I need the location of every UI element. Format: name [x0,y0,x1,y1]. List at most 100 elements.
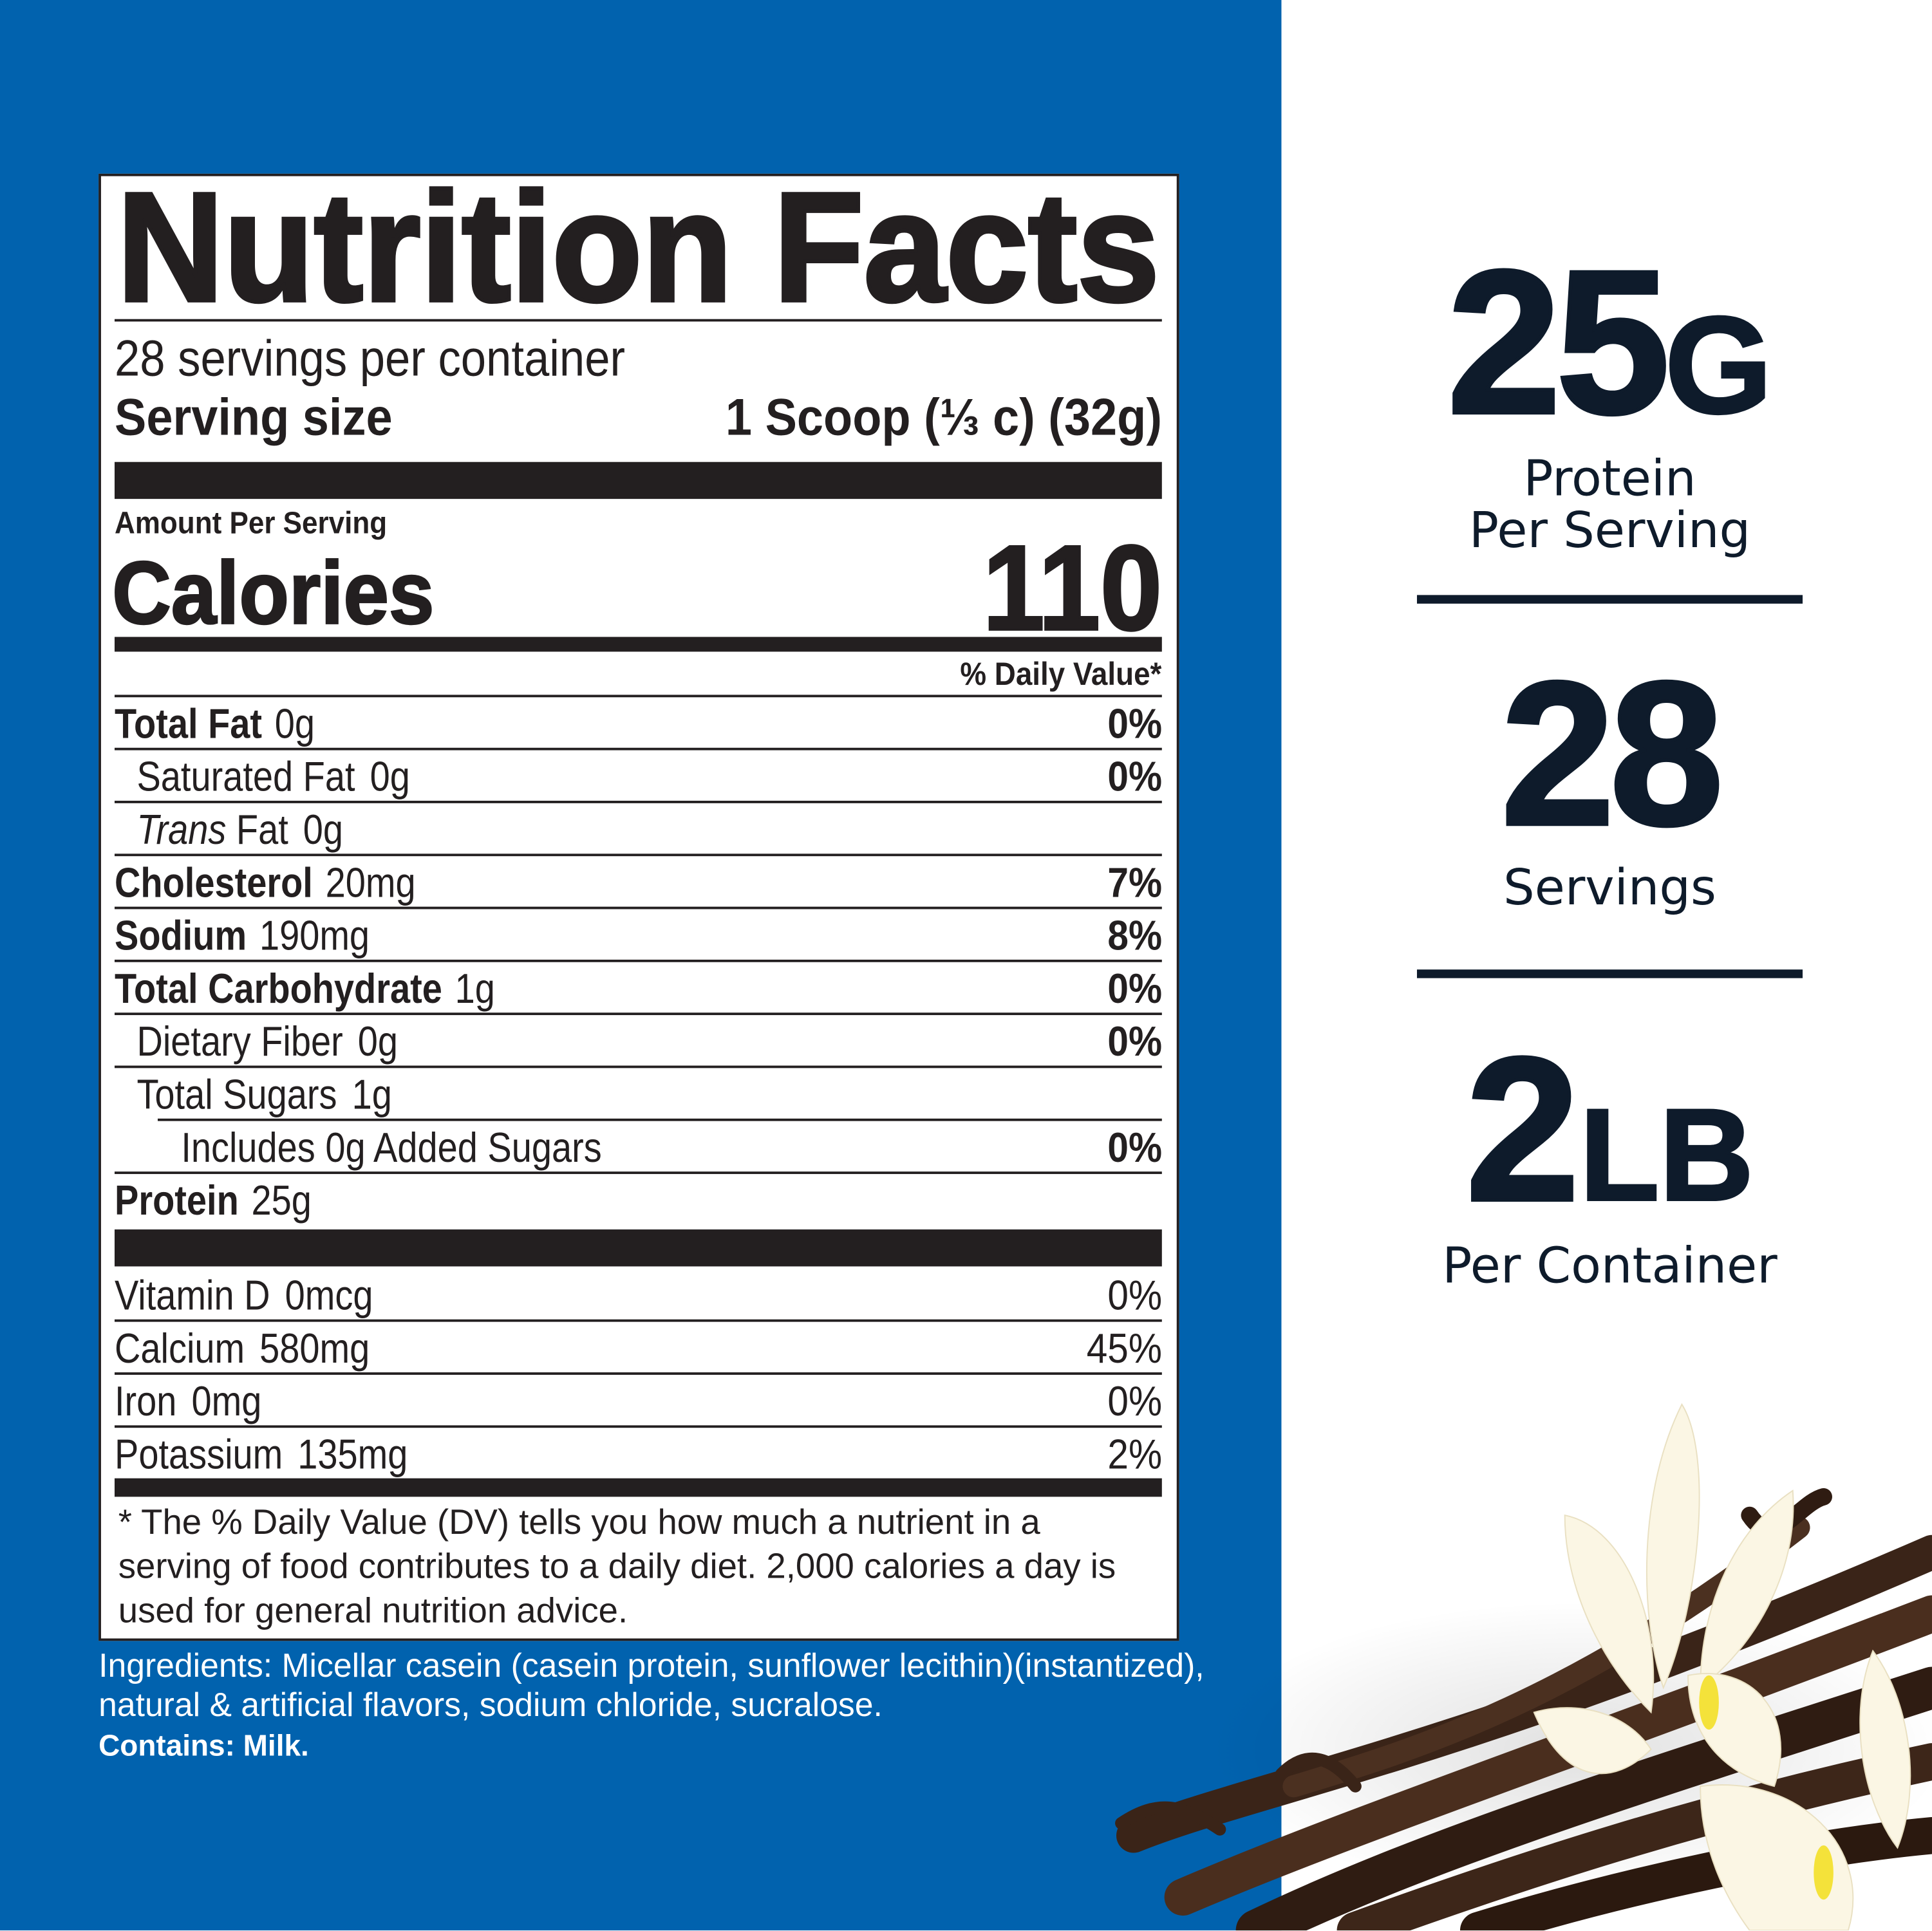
daily-value-header: % Daily Value* [960,655,1162,693]
vitamin-amount: 580mg [259,1325,370,1373]
vitamin-amount: 0mg [191,1378,262,1426]
nutrient-row: Saturated Fat 0g 0% [115,751,1162,803]
vitamin-amount: 135mg [297,1431,408,1479]
divider [114,854,1162,856]
nutrient-row: Total Fat 0g 0% [115,697,1162,750]
nutrient-label: Saturated Fat 0g [136,754,409,802]
nutrient-amount: 0g [370,754,410,801]
divider [1416,595,1803,604]
nutrient-label: Sodium 190mg [115,913,370,961]
vitamin-daily-value: 2% [1107,1431,1162,1479]
highlight-number: 28 [1499,640,1725,869]
nutrient-name: Total Sugars [136,1072,337,1119]
nutrient-row: Total Carbohydrate 1g 0% [115,962,1162,1015]
thick-divider [114,462,1162,499]
vanilla-beans-and-orchid-photo-icon [1115,1403,1932,1931]
serving-size-value: 1 Scoop (⅓ c) (32g) [725,387,1162,446]
divider [114,906,1162,909]
ingredients-line: natural & artificial flavors, sodium chl… [98,1686,883,1724]
protein-highlight: 25G Protein Per Serving [1417,239,1803,559]
divider [114,801,1162,803]
nutrient-amount: 1g [352,1072,392,1119]
vitamin-label: Calcium 580mg [115,1325,370,1374]
nutrient-row: Cholesterol 20mg 7% [115,856,1162,909]
divider [114,1012,1162,1015]
nutrient-label: Protein 25g [115,1178,312,1226]
servings-per-container: 28 servings per container [114,330,625,387]
nutrition-facts-title: Nutrition Facts [115,182,1161,310]
divider [114,747,1162,750]
nutrient-amount: 0g [274,701,315,748]
vitamin-amount: 0mcg [285,1273,373,1320]
nutrient-label: Trans Fat 0g [136,807,343,855]
divider [114,1372,1162,1374]
vitamin-label: Iron 0mg [115,1379,261,1427]
footnote-line: serving of food contributes to a daily d… [118,1547,1116,1587]
vitamin-row: Potassium 135mg 2% [115,1428,1162,1480]
nutrient-amount: 20mg [325,859,416,907]
calories-label: Calories [111,544,435,644]
vitamin-name: Calcium [114,1325,245,1373]
divider [114,1065,1162,1068]
nutrient-name: Cholesterol [114,859,313,907]
nutrient-name-suffix: Fat [226,807,288,854]
nutrient-amount: 25g [251,1177,312,1225]
serving-size-label: Serving size [114,387,393,446]
highlight-caption: Per Container [1442,1238,1777,1295]
calories-value: 110 [982,519,1163,656]
nutrient-label: Total Carbohydrate 1g [115,966,495,1014]
divider [1416,969,1803,978]
nutrient-name: Protein [114,1177,239,1225]
nutrient-name: Trans [136,807,227,854]
nutrient-amount: 0g [357,1018,399,1066]
nutrient-row: Includes 0g Added Sugars 0% [115,1121,1162,1174]
nutrient-amount: 0g [303,807,344,854]
vitamin-name: Potassium [114,1431,283,1479]
nutrient-daily-value: 0% [1107,966,1162,1013]
svg-text:Nutrition Facts: Nutrition Facts [117,182,1159,310]
divider [157,1118,1162,1121]
footnote-line: used for general nutrition advice. [118,1591,628,1632]
nutrient-label: Includes 0g Added Sugars [181,1124,601,1173]
vitamin-row: Iron 0mg 0% [115,1375,1162,1428]
vitamin-name: Iron [114,1378,177,1426]
thick-divider [114,1229,1162,1267]
amount-per-serving: Amount Per Serving [114,506,388,541]
nutrient-amount: 1g [455,966,495,1013]
medium-divider [114,637,1162,652]
divider [114,1425,1162,1428]
footnote-line: * The % Daily Value (DV) tells you how m… [118,1502,1040,1543]
highlight-caption: Servings [1503,859,1716,917]
nutrient-name: Dietary Fiber [136,1018,343,1066]
vitamin-row: Calcium 580mg 45% [115,1322,1162,1375]
nutrient-daily-value: 0% [1107,754,1162,801]
nutrient-daily-value: 8% [1107,913,1162,960]
vitamin-row: Vitamin D 0mcg 0% [115,1269,1162,1321]
ingredients-line: Ingredients: Micellar casein (casein pro… [98,1646,1205,1684]
vitamin-label: Vitamin D 0mcg [115,1273,373,1321]
weight-highlight: 2LB Per Container [1417,1026,1803,1292]
nutrient-name: Sodium [114,913,247,960]
highlight-number: 2 [1464,1016,1581,1245]
highlight-number: 25 [1445,229,1671,458]
nutrient-row: Protein 25g [115,1174,1162,1227]
nutrient-amount: 190mg [259,913,370,960]
highlight-caption: Per Serving [1468,502,1751,559]
nutrient-daily-value: 0% [1107,1018,1162,1066]
highlight-unit: LB [1579,1083,1755,1229]
nutrient-label: Cholesterol 20mg [115,860,416,908]
nutrient-row: Dietary Fiber 0g 0% [115,1015,1162,1068]
nutrient-label: Dietary Fiber 0g [136,1019,398,1067]
vitamin-label: Potassium 135mg [115,1432,408,1480]
footnote: * The % Daily Value (DV) tells you how m… [118,1500,1116,1634]
nutrient-name: Saturated Fat [136,754,355,801]
vitamin-daily-value: 0% [1107,1378,1162,1426]
nutrient-name: Total Carbohydrate [114,966,442,1013]
nutrient-daily-value: 7% [1107,859,1162,907]
vitamin-daily-value: 45% [1086,1325,1162,1373]
nutrient-row: Total Sugars 1g [115,1068,1162,1121]
servings-highlight: 28 Servings [1417,651,1803,917]
medium-divider [114,1478,1162,1497]
nutrient-label: Total Sugars 1g [136,1072,391,1120]
